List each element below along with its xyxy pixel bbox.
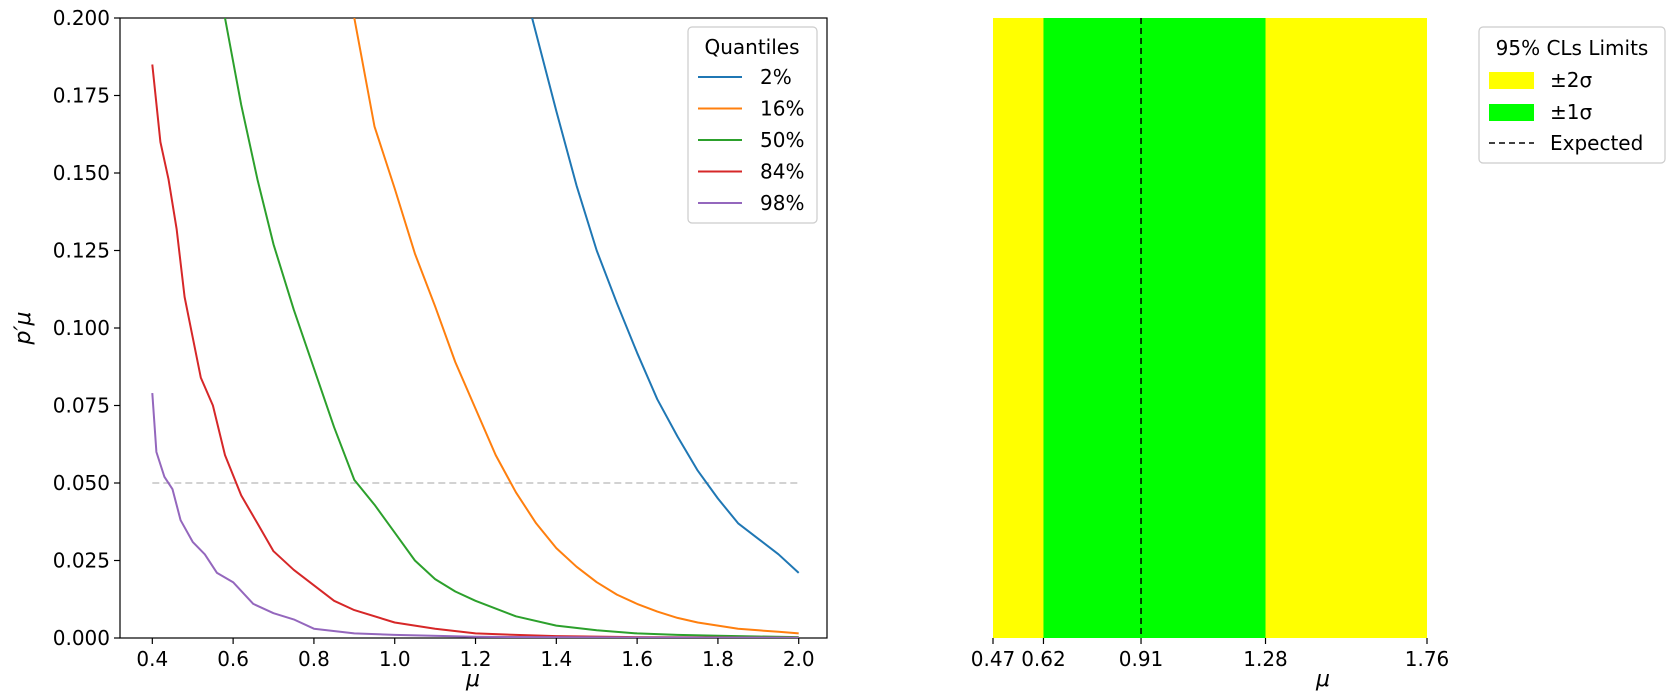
left-legend-title: Quantiles	[704, 35, 799, 59]
legend-label-2sigma: ±2σ	[1550, 68, 1592, 92]
legend-label-1sigma: ±1σ	[1550, 100, 1592, 124]
left-legend-items: 2% 16% 50% 84% 98%	[698, 65, 804, 215]
y-tick-label: 0.025	[53, 549, 110, 573]
right-panel: 0.47 0.62 0.91 1.28 1.76 μ 95% CLs Limits ±2…	[971, 18, 1666, 692]
right-legend-box	[1478, 26, 1666, 164]
x-tick-label: 1.4	[540, 647, 572, 671]
y-tick-label: 0.125	[53, 239, 110, 263]
legend-label-expected: Expected	[1550, 131, 1643, 155]
right-x-ticks: 0.47 0.62 0.91 1.28 1.76	[971, 638, 1450, 671]
x-tick-label: 1.8	[702, 647, 734, 671]
right-x-tick-label: 1.76	[1405, 647, 1450, 671]
right-legend: 95% CLs Limits ±2σ ±1σ Expected	[1478, 26, 1666, 164]
bands-layer	[993, 18, 1427, 638]
right-x-axis-label: μ	[1315, 667, 1330, 692]
y-tick-label: 0.200	[53, 6, 110, 30]
right-x-tick-label: 0.47	[971, 647, 1016, 671]
y-tick-label: 0.075	[53, 394, 110, 418]
x-tick-label: 0.6	[217, 647, 249, 671]
legend-label: 98%	[760, 191, 804, 215]
x-tick-label: 2.0	[783, 647, 815, 671]
y-tick-label: 0.100	[53, 316, 110, 340]
x-tick-label: 1.2	[460, 647, 492, 671]
legend-swatch-1sigma	[1489, 104, 1534, 121]
series-line-16pct	[353, 18, 799, 635]
y-tick-label: 0.175	[53, 84, 110, 108]
series-layer	[151, 18, 800, 638]
x-tick-label: 0.8	[298, 647, 330, 671]
x-ticks: 0.4 0.6 0.8 1.0 1.2 1.4 1.6 1.8 2.0	[136, 638, 815, 671]
legend-label: 16%	[760, 97, 804, 121]
y-tick-label: 0.150	[53, 161, 110, 185]
band-1sigma	[1043, 18, 1266, 638]
series-line-84pct	[151, 64, 799, 638]
y-tick-label: 0.050	[53, 471, 110, 495]
legend-label: 50%	[760, 128, 804, 152]
x-tick-label: 0.4	[136, 647, 168, 671]
series-line-50pct	[224, 18, 799, 638]
right-x-tick-label: 1.28	[1243, 647, 1288, 671]
right-x-tick-label: 0.62	[1021, 647, 1066, 671]
legend-label: 84%	[760, 160, 804, 184]
left-y-axis-label: p′μ	[11, 312, 36, 346]
left-panel: 0.4 0.6 0.8 1.0 1.2 1.4 1.6 1.8 2.0 0.0000.0250.…	[11, 6, 828, 692]
series-line-98pct	[151, 393, 799, 638]
y-ticks: 0.000 0.025 0.050 0.075 0.100 0.125 0.150 0.175…	[53, 6, 120, 650]
series-line-2pct	[531, 18, 800, 574]
left-legend: Quantiles 2% 16% 50% 84% 98%	[687, 26, 818, 224]
legend-swatch-2sigma	[1489, 72, 1534, 89]
right-x-tick-label: 0.91	[1119, 647, 1164, 671]
legend-label: 2%	[760, 65, 792, 89]
x-tick-label: 1.6	[621, 647, 653, 671]
right-legend-title: 95% CLs Limits	[1496, 36, 1649, 60]
y-tick-label: 0.000	[53, 626, 110, 650]
left-x-axis-label: μ	[465, 667, 480, 692]
x-tick-label: 1.0	[379, 647, 411, 671]
